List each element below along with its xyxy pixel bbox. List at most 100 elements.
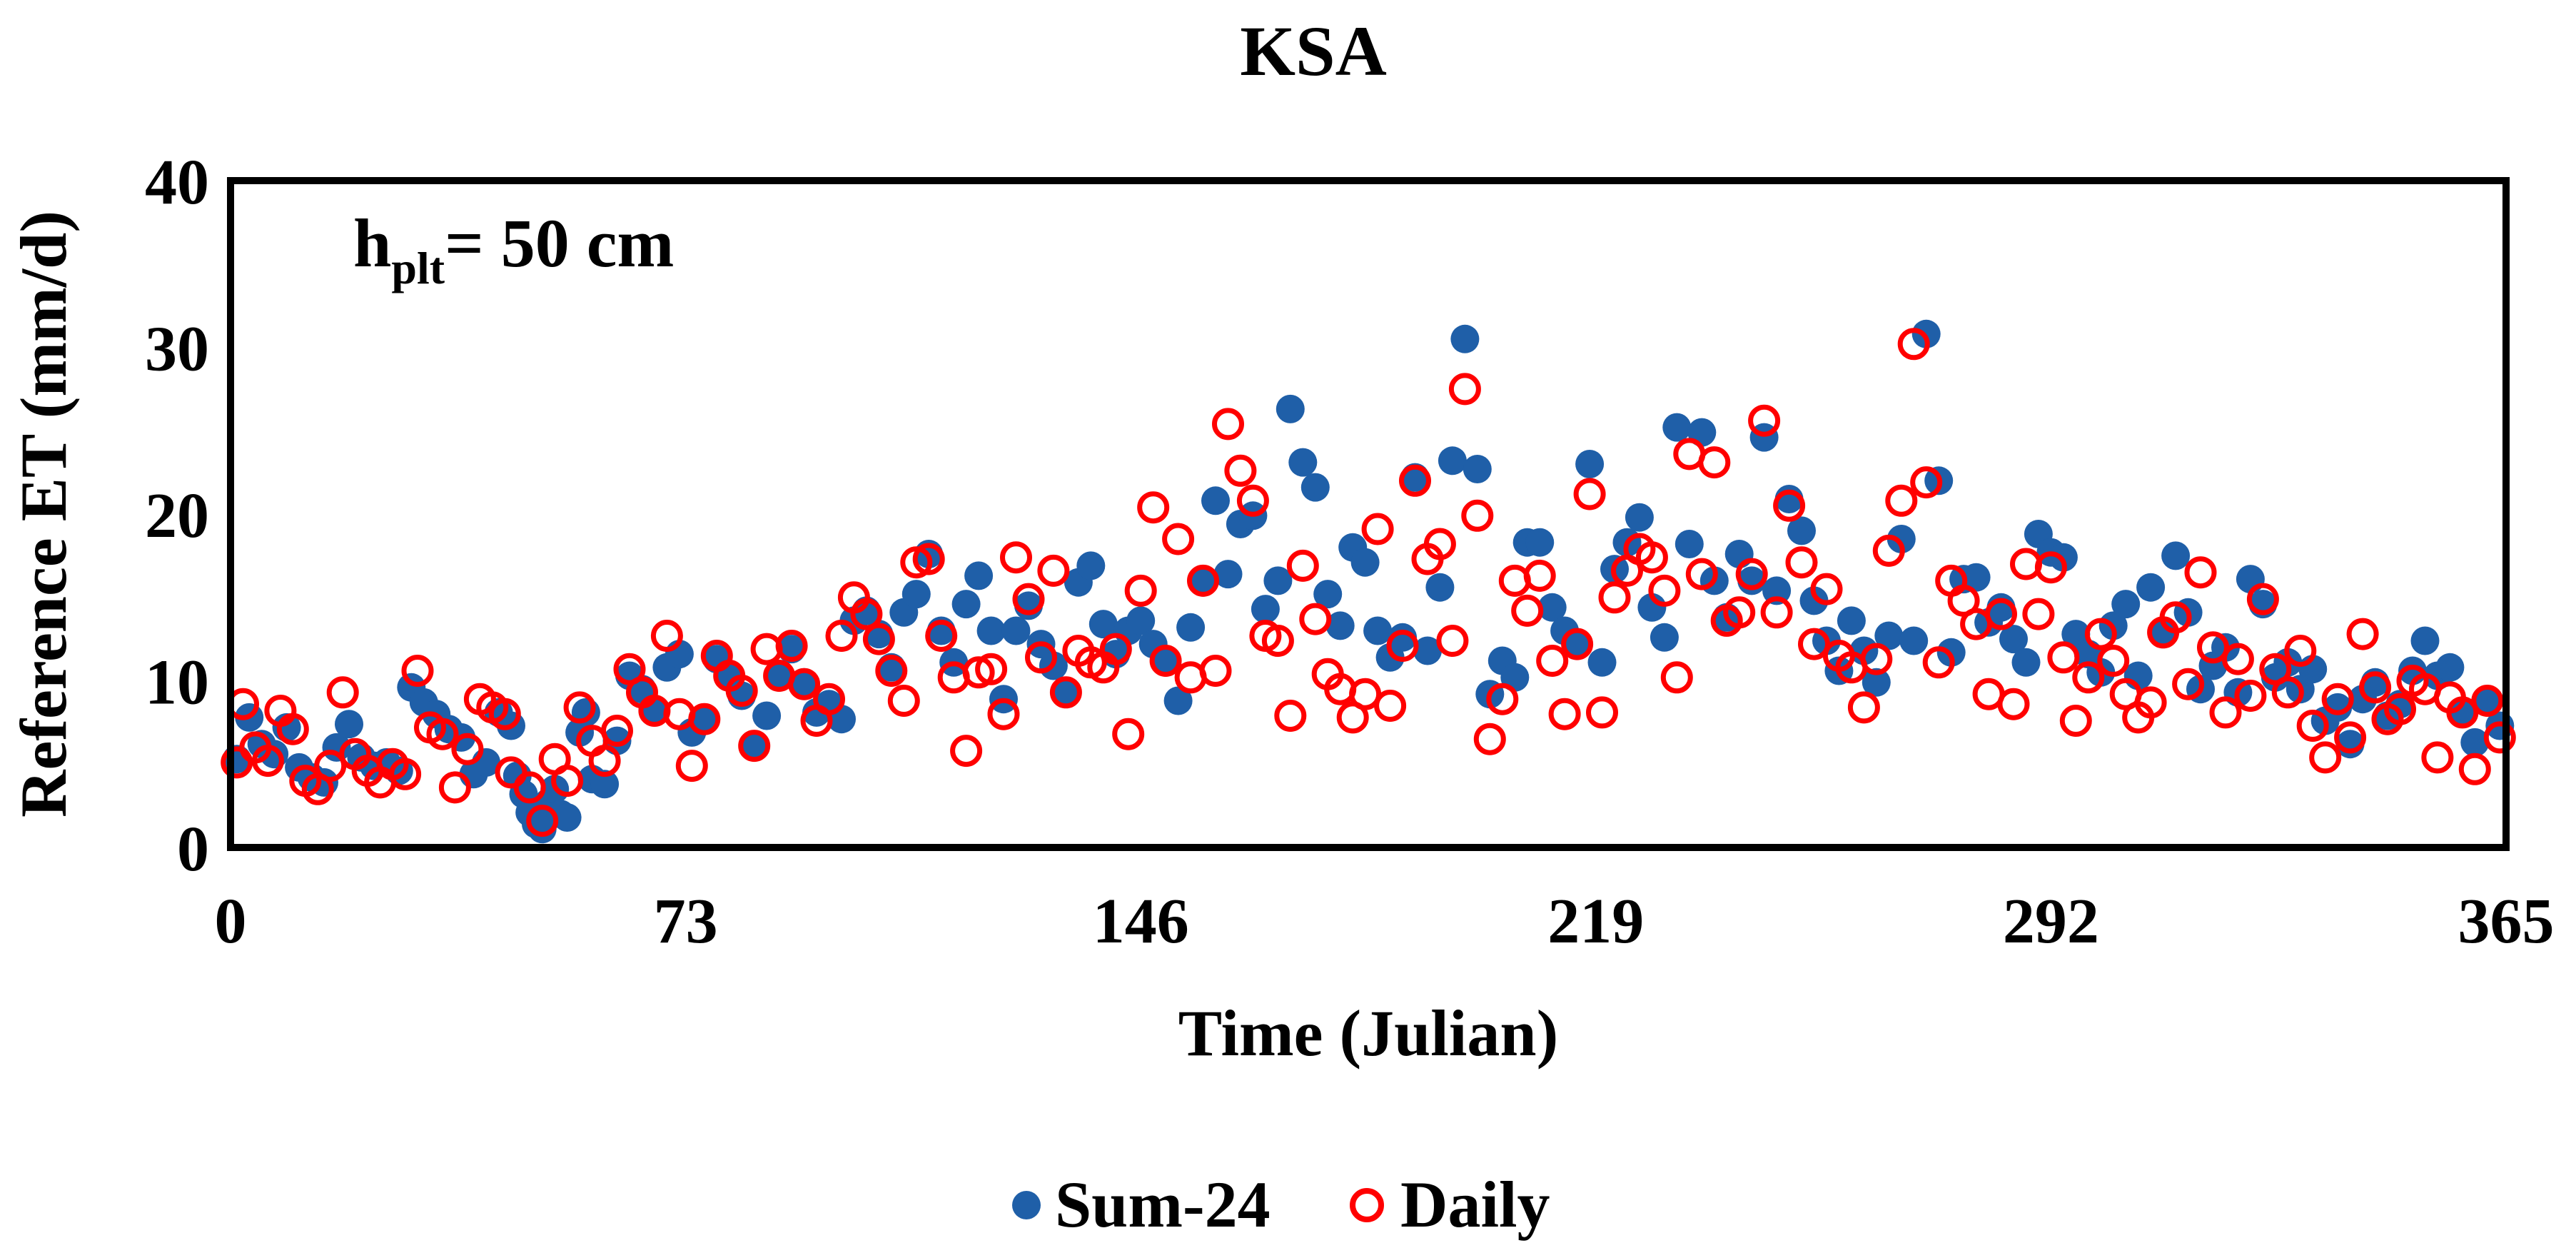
daily-point xyxy=(1423,528,1456,560)
daily-point xyxy=(1785,546,1818,579)
sum-24-point xyxy=(1425,573,1455,602)
daily-point xyxy=(813,683,845,715)
daily-point xyxy=(2084,618,2117,650)
daily-point xyxy=(1586,696,1618,729)
sum-24-point xyxy=(2111,590,2141,619)
sum-24-point xyxy=(1300,473,1330,502)
sum-24-point xyxy=(1213,560,1243,589)
y-axis-label: Reference ET (mm/d) xyxy=(7,211,80,817)
daily-point xyxy=(862,623,895,655)
daily-point xyxy=(1523,559,1556,592)
daily-point xyxy=(1000,541,1032,574)
sum-24-point xyxy=(1413,636,1442,665)
sum-24-point xyxy=(1076,551,1106,580)
y-tick-label: 0 xyxy=(177,814,209,885)
daily-point xyxy=(326,676,359,709)
sum-24-point xyxy=(976,616,1006,645)
daily-point xyxy=(1536,645,1569,677)
daily-point xyxy=(1598,581,1631,614)
sum-24-point xyxy=(2435,653,2465,682)
sum-24-point xyxy=(1251,595,1280,624)
sum-24-point xyxy=(1163,686,1193,715)
daily-point xyxy=(1299,603,1332,635)
sum-24-point xyxy=(1662,413,1692,442)
sum-24-point xyxy=(1276,394,1305,423)
daily-point xyxy=(975,653,1008,685)
x-tick-label: 73 xyxy=(654,886,718,957)
sum-24-point xyxy=(1637,593,1667,622)
daily-point xyxy=(1374,690,1407,722)
x-tick-label: 146 xyxy=(1093,886,1189,957)
sum-24-point xyxy=(1675,530,1704,558)
daily-point xyxy=(1099,633,1132,665)
daily-point xyxy=(1149,645,1182,677)
daily-point xyxy=(2284,635,2317,667)
daily-point xyxy=(650,620,683,652)
daily-point xyxy=(314,750,347,783)
sum-24-point xyxy=(260,740,289,769)
sum-24-point xyxy=(1625,503,1654,532)
sum-24-point xyxy=(901,580,931,609)
daily-point xyxy=(912,543,945,575)
sum-24-point xyxy=(1874,621,1904,650)
sum-24-point xyxy=(951,590,981,619)
daily-point xyxy=(1922,646,1955,679)
sum-24-point xyxy=(1176,613,1206,642)
daily-point xyxy=(2334,721,2367,754)
sum-24-point xyxy=(1587,648,1617,677)
legend-label-daily: Daily xyxy=(1400,1168,1550,1241)
daily-point xyxy=(1124,574,1157,607)
annotation-subscript: plt xyxy=(391,243,445,293)
daily-point xyxy=(2234,680,2267,712)
legend-label-sum-24: Sum-24 xyxy=(1055,1168,1271,1241)
daily-point xyxy=(1037,554,1070,587)
y-axis-ticks: 0 10 20 30 40 xyxy=(145,147,209,885)
daily-point xyxy=(2072,661,2105,694)
sum-24-point xyxy=(1762,576,1792,605)
sum-24-point xyxy=(1537,593,1567,622)
daily-point xyxy=(2022,598,2055,630)
daily-point xyxy=(950,735,983,768)
daily-point xyxy=(900,546,933,579)
daily-point xyxy=(987,698,1020,730)
x-tick-label: 292 xyxy=(2003,886,2099,957)
daily-point xyxy=(2097,645,2130,677)
daily-point xyxy=(1461,499,1494,532)
sum-24-point xyxy=(739,731,769,760)
daily-point xyxy=(1236,484,1269,517)
annotation-main: h xyxy=(353,205,391,281)
daily-point xyxy=(1810,573,1843,605)
daily-point xyxy=(1561,628,1594,660)
daily-point xyxy=(389,758,422,790)
series-daily xyxy=(221,328,2516,837)
chart-title: KSA xyxy=(1240,11,1387,91)
daily-point xyxy=(1224,454,1257,487)
daily-point xyxy=(2321,683,2354,715)
daily-point xyxy=(601,715,633,747)
daily-point xyxy=(2384,693,2416,725)
daily-point xyxy=(451,733,484,765)
daily-point xyxy=(513,771,546,804)
daily-point xyxy=(2296,710,2329,742)
daily-point xyxy=(688,703,721,735)
daily-point xyxy=(2359,671,2392,704)
daily-point xyxy=(1448,373,1481,406)
daily-point xyxy=(1897,328,1930,361)
sum-24-point xyxy=(1575,450,1605,478)
daily-point xyxy=(738,730,771,763)
daily-point xyxy=(1212,408,1244,441)
sum-24-point xyxy=(1201,486,1230,515)
daily-point xyxy=(1910,466,1943,499)
daily-point xyxy=(887,685,920,717)
sum-24-point xyxy=(1313,580,1343,609)
daily-point xyxy=(1872,534,1905,567)
daily-point xyxy=(1635,541,1668,574)
daily-point xyxy=(1573,478,1606,510)
sum-24-point xyxy=(552,803,582,832)
daily-point xyxy=(1860,643,1893,675)
sum-24-point xyxy=(1899,626,1929,655)
sum-24-point xyxy=(1787,516,1816,545)
daily-point xyxy=(1748,404,1781,437)
sum-24-point xyxy=(1350,548,1380,577)
